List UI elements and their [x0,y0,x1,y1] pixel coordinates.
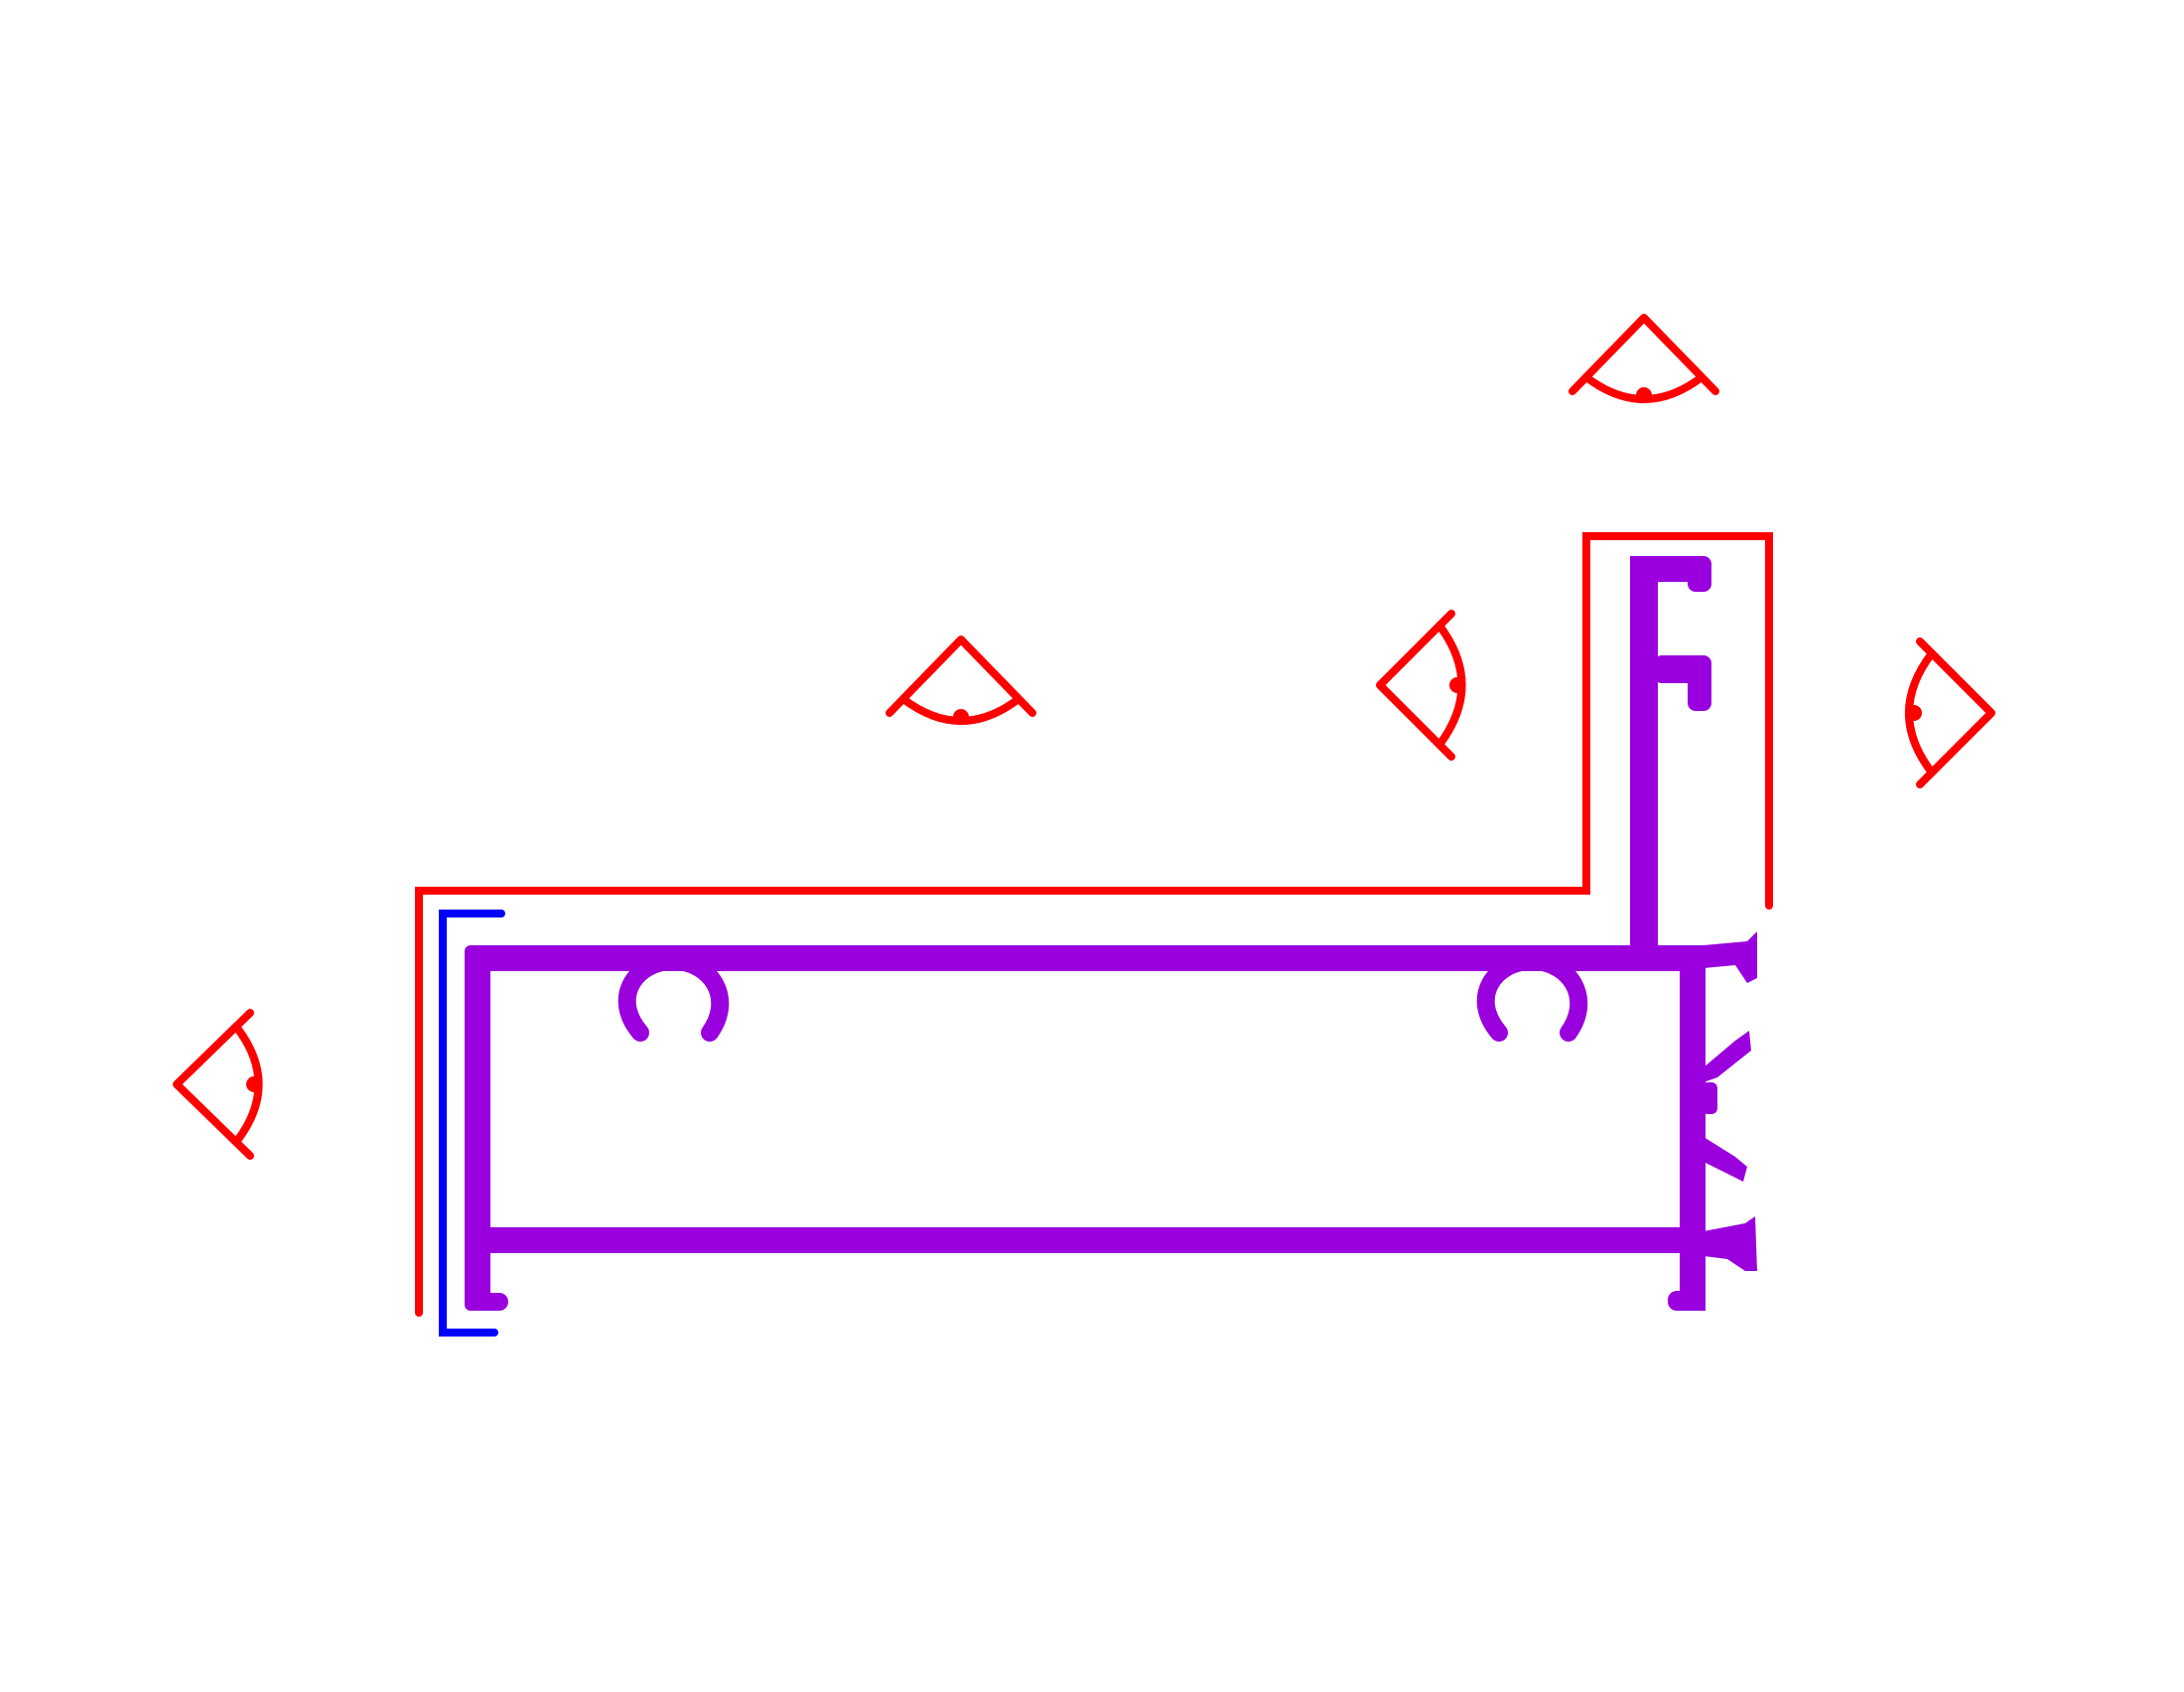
eye-view-icon [1905,637,1995,788]
eye-view-icon [1569,314,1719,403]
eye-view-icon [1376,610,1466,761]
profile-fin-right-2 [1704,1031,1751,1082]
profile-left-wall [465,945,490,1311]
profile-fin-right-4 [1704,1216,1757,1271]
profile-fin-hook-top [1688,556,1711,592]
view-outline [415,532,1773,1317]
profile-bottom-wall [465,1227,1706,1253]
profile-clip-grooves [617,951,1588,1042]
profile-fin-right-nub [1702,1082,1717,1114]
profile-right-stem [1680,1251,1706,1311]
extrusion-profile [465,556,1757,1311]
eye-view-icon [173,1009,263,1160]
profile-fin-right-3 [1704,1137,1747,1182]
clip-groove-left [617,951,730,1042]
clip-groove-right [1476,951,1588,1042]
profile-upright-fin [1630,556,1658,953]
coating-edge [439,910,505,1337]
profile-fin-right-1 [1704,931,1757,983]
profile-left-foot [465,1293,508,1311]
profile-top-wall [465,945,1704,971]
profile-right-wall [1680,945,1706,1311]
profile-fin-hook-mid-drop [1688,655,1711,711]
view-markers [173,314,1995,1160]
eye-view-icon [886,635,1036,725]
